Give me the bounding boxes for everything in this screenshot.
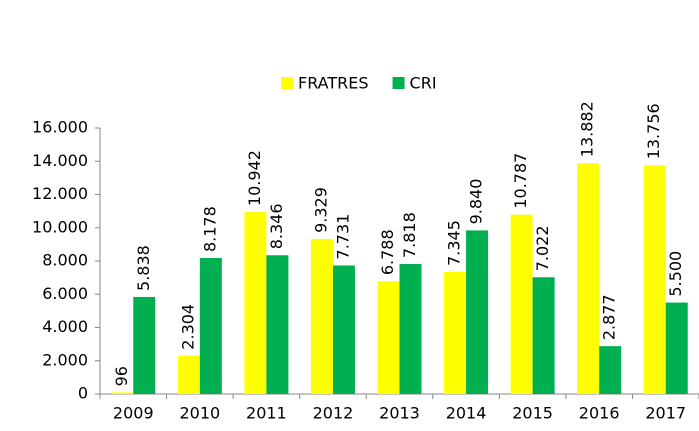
y-tick-label: 16.000: [32, 118, 88, 137]
x-tick-label: 2016: [579, 404, 620, 423]
bar: [643, 165, 666, 394]
value-label: 9.840: [467, 179, 486, 225]
value-label: 10.787: [511, 153, 530, 209]
y-tick-label: 4.000: [42, 317, 88, 336]
value-label: 96: [112, 366, 131, 386]
value-label: 7.345: [445, 220, 464, 266]
bar: [466, 230, 489, 394]
legend-swatch: [392, 77, 405, 89]
y-tick-label: 2.000: [42, 350, 88, 369]
bar: [310, 238, 333, 394]
value-label: 7.818: [400, 212, 419, 258]
bar: [377, 281, 400, 394]
bar: [599, 346, 622, 394]
legend-label: CRI: [410, 74, 437, 93]
y-tick-label: 10.000: [32, 217, 88, 236]
bar: [111, 392, 134, 394]
value-label: 5.838: [134, 245, 153, 291]
x-tick-label: 2014: [446, 404, 487, 423]
bar: [399, 264, 422, 394]
bar: [177, 355, 200, 394]
value-label: 2.304: [178, 304, 197, 350]
bar: [332, 265, 355, 394]
bar: [532, 277, 555, 394]
value-label: 2.877: [600, 294, 619, 340]
x-tick-label: 2010: [179, 404, 220, 423]
legend-label: FRATRES: [298, 74, 369, 93]
value-label: 7.731: [333, 214, 352, 260]
y-tick-label: 12.000: [32, 184, 88, 203]
bar: [199, 258, 222, 394]
bar: [133, 296, 156, 394]
bar: [665, 302, 688, 394]
value-label: 9.329: [311, 187, 330, 233]
y-tick-label: 8.000: [42, 251, 88, 270]
bar: [577, 163, 600, 394]
x-tick-label: 2012: [313, 404, 354, 423]
value-label: 10.942: [245, 150, 264, 206]
value-label: 5.500: [666, 251, 685, 297]
x-tick-label: 2013: [379, 404, 420, 423]
x-tick-label: 2011: [246, 404, 287, 423]
value-label: 13.756: [644, 103, 663, 159]
bar: [244, 212, 267, 394]
y-tick-label: 0: [78, 384, 88, 403]
y-tick-label: 6.000: [42, 284, 88, 303]
x-tick-label: 2015: [512, 404, 553, 423]
bar: [444, 271, 467, 394]
bar: [266, 255, 289, 394]
legend-swatch: [281, 77, 293, 89]
value-label: 8.178: [200, 206, 219, 252]
x-tick-label: 2009: [113, 404, 154, 423]
x-tick-label: 2017: [645, 404, 686, 423]
value-label: 6.788: [378, 229, 397, 275]
value-label: 7.022: [533, 225, 552, 271]
value-label: 13.882: [578, 101, 597, 157]
value-label: 8.346: [267, 203, 286, 249]
y-tick-label: 14.000: [32, 151, 88, 170]
bar: [510, 214, 533, 394]
